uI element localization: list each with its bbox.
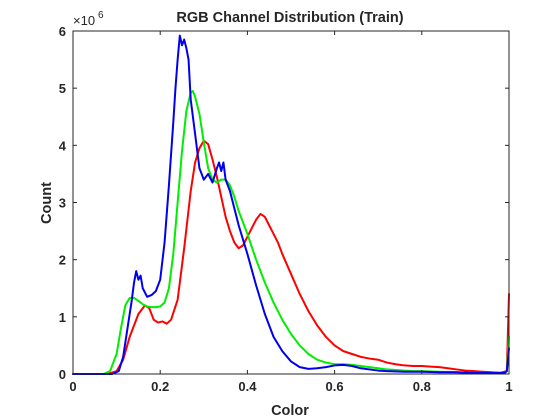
series-line-1	[72, 139, 510, 375]
x-tick-label: 1	[505, 379, 512, 394]
y-tick-label: 1	[59, 310, 66, 325]
y-axis-multiplier: ×10 6	[73, 10, 104, 28]
y-tick-label: 5	[59, 81, 66, 96]
y-tick-label: 6	[59, 24, 66, 39]
x-axis: 0 0.2 0.4 0.6 0.8 1	[69, 31, 513, 394]
y-axis: 0 1 2 3 4 5 6	[59, 24, 509, 382]
y-tick-label: 0	[59, 367, 66, 382]
series-line-3	[72, 34, 510, 375]
x-tick-label: 0.4	[238, 379, 257, 394]
x-axis-label: Color	[271, 403, 309, 419]
x-tick-label: 0.8	[413, 379, 431, 394]
chart-title: RGB Channel Distribution (Train)	[176, 10, 403, 26]
y-tick-label: 4	[59, 138, 67, 153]
y-multiplier-exponent: 6	[98, 10, 104, 21]
series-line-2	[72, 90, 510, 375]
y-multiplier-base: ×10	[73, 13, 95, 28]
y-tick-label: 2	[59, 253, 66, 268]
y-axis-label: Count	[39, 182, 55, 224]
y-tick-label: 3	[59, 196, 66, 211]
plot-area-border	[72, 30, 510, 375]
x-tick-label: 0.6	[326, 379, 344, 394]
x-tick-label: 0.2	[151, 379, 169, 394]
x-tick-label: 0	[69, 379, 76, 394]
series-layer	[72, 34, 510, 375]
